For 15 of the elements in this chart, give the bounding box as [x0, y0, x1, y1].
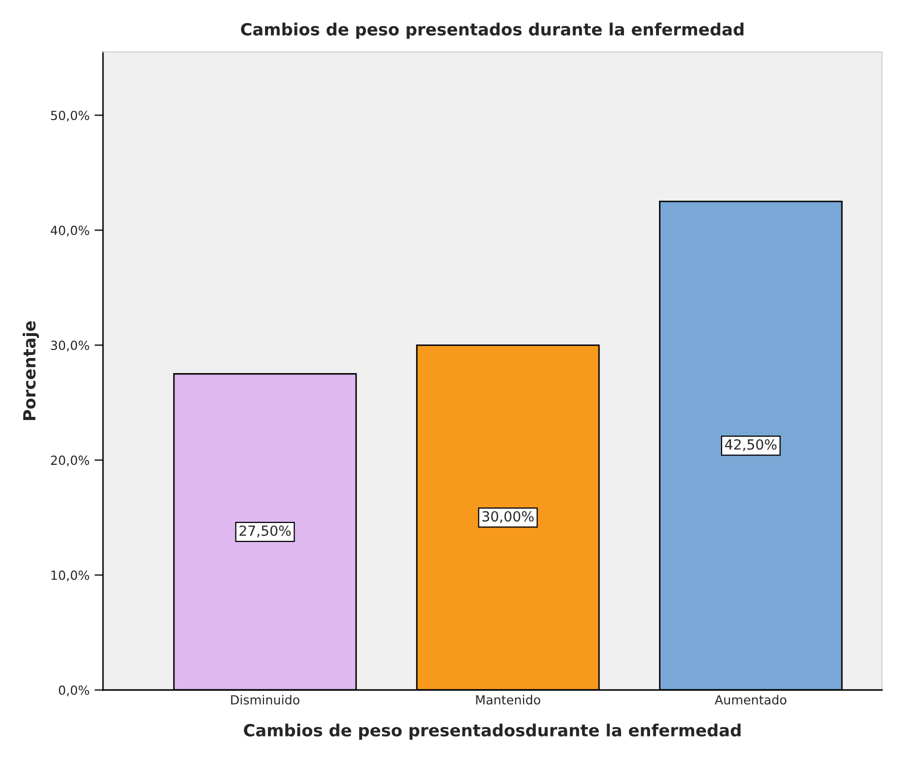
chart-title: Cambios de peso presentados durante la enfermedad — [241, 22, 744, 39]
x-tick-label: Aumentado — [714, 694, 786, 705]
y-tick-label: 20,0% — [51, 456, 90, 466]
data-label: 42,50% — [725, 439, 777, 452]
y-tick-label: 50,0% — [51, 110, 90, 122]
x-tick-label: Mantenido — [476, 694, 540, 705]
x-tick-label: Disminuido — [231, 694, 300, 705]
y-tick-label: 0,0% — [58, 685, 90, 696]
y-axis-title: Porcentaje — [22, 321, 39, 420]
data-label: 27,50% — [240, 525, 291, 538]
data-label: 30,00% — [482, 511, 534, 524]
y-tick-label: 10,0% — [51, 570, 90, 582]
y-tick-label: 40,0% — [50, 226, 90, 236]
y-tick-label: 30,0% — [51, 340, 90, 352]
x-axis-title: Cambios de peso presentadosdurante la enfermedad — [244, 724, 741, 740]
